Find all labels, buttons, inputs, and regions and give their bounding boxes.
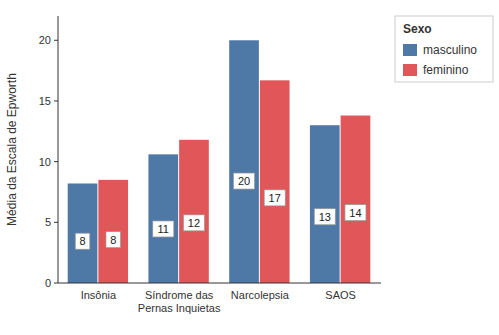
- y-tick: [54, 222, 58, 223]
- y-tick: [54, 161, 58, 162]
- x-tick-label-line: Síndrome das: [145, 289, 214, 301]
- y-tick: [54, 40, 58, 41]
- y-tick-label: 20: [39, 34, 51, 46]
- data-label-box: [314, 209, 335, 225]
- x-tick-label-line: SAOS: [325, 289, 356, 301]
- data-label-box: [153, 221, 174, 237]
- y-tick: [54, 283, 58, 284]
- data-label: 14: [349, 207, 361, 219]
- x-tick-label-line: Narcolepsia: [231, 289, 290, 301]
- x-tick-label: Síndrome dasPernas Inquietas: [138, 289, 221, 314]
- legend-swatch: [403, 44, 417, 56]
- data-label: 11: [158, 223, 169, 235]
- bar: [148, 154, 178, 283]
- legend-label: feminino: [423, 63, 469, 77]
- data-label-box: [106, 232, 121, 248]
- data-label-box: [234, 173, 255, 189]
- data-label: 8: [110, 234, 116, 246]
- data-label: 12: [188, 217, 200, 229]
- bars: [68, 40, 371, 283]
- data-label-box: [75, 233, 90, 249]
- x-tick-label: Narcolepsia: [231, 289, 290, 301]
- y-tick-label: 10: [39, 156, 51, 168]
- chart-svg: 0 5 10 15 20 Insônia Síndrome dasPernas Inquie…: [0, 0, 499, 335]
- bar: [229, 40, 259, 283]
- y-axis-label: Média da Escala de Epworth: [5, 73, 19, 226]
- legend: Sexo masculino feminino: [395, 16, 493, 82]
- y-tick-label: 0: [45, 277, 51, 289]
- x-tick-label-line: Pernas Inquietas: [138, 302, 221, 314]
- bar: [68, 183, 98, 283]
- data-label: 8: [79, 235, 85, 247]
- data-label: 17: [269, 192, 281, 204]
- bar: [260, 80, 290, 283]
- legend-swatch: [403, 64, 417, 76]
- bar: [310, 125, 340, 283]
- legend-frame: [395, 16, 493, 82]
- data-labels: 8 11 20 13 8 12 17 14: [75, 173, 366, 249]
- x-tick-label: Insônia: [81, 289, 117, 301]
- bar: [179, 140, 209, 283]
- legend-label: masculino: [423, 43, 477, 57]
- bar: [341, 116, 371, 283]
- data-label-box: [345, 205, 366, 221]
- legend-title: Sexo: [403, 22, 432, 36]
- y-axis-line: [58, 16, 59, 283]
- x-tick-label: SAOS: [325, 289, 356, 301]
- data-label-box: [183, 215, 204, 231]
- chart-container: 0 5 10 15 20 Insônia Síndrome dasPernas Inquie…: [0, 0, 499, 335]
- y-tick-label: 5: [45, 216, 51, 228]
- y-tick: [54, 100, 58, 101]
- x-tick-label-line: Insônia: [81, 289, 117, 301]
- bar: [98, 180, 128, 283]
- data-label: 13: [319, 211, 331, 223]
- data-label: 20: [238, 175, 250, 187]
- data-label-box: [264, 190, 285, 206]
- y-tick-label: 15: [39, 95, 51, 107]
- x-axis-line: [58, 283, 381, 284]
